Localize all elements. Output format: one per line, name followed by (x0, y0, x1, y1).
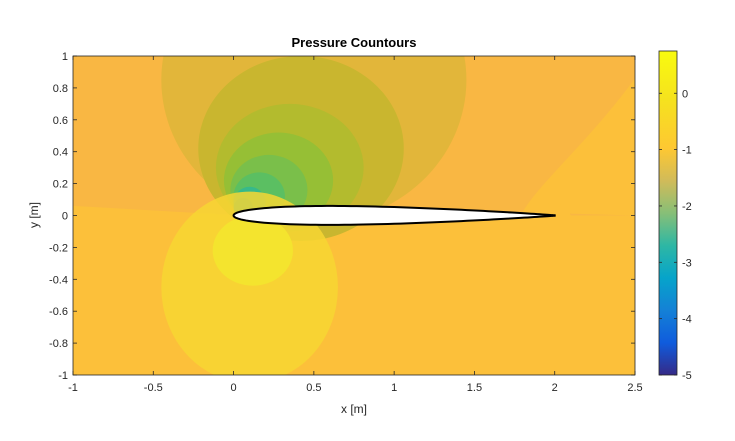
y-tick-label: 0.8 (53, 83, 68, 95)
y-tick-label: -0.6 (49, 306, 68, 318)
x-tick-label: -0.5 (144, 382, 163, 394)
x-tick-label: -1 (68, 382, 78, 394)
y-axis-label: y [m] (27, 202, 41, 228)
y-tick-label: -0.2 (49, 242, 68, 254)
x-tick-label: 2 (552, 382, 558, 394)
airfoil-shape (232, 204, 556, 226)
plot-area (73, 56, 635, 375)
x-tick-label: 1 (391, 382, 397, 394)
y-tick-label: 0 (62, 211, 68, 223)
x-tick-label: 0 (231, 382, 237, 394)
x-tick-label: 1.5 (467, 382, 482, 394)
y-tick-label: -0.4 (49, 274, 68, 286)
contour-band-trailing-edge (533, 202, 573, 245)
y-tick-label: -1 (58, 370, 68, 382)
colorbar-tick-label: -3 (682, 257, 692, 269)
y-tick-label: 0.2 (53, 179, 68, 191)
y-tick-label: -0.8 (49, 338, 68, 350)
colorbar-gradient (658, 50, 678, 376)
colorbar: 0 -1 -2 -3 -4 -5 (658, 50, 692, 382)
y-tick-label: 0.4 (53, 147, 68, 159)
x-tick-label: 0.5 (306, 382, 321, 394)
x-axis: -1 -0.5 0 0.5 1 1.5 2 2.5 (68, 56, 643, 394)
colorbar-tick-label: -5 (682, 370, 692, 382)
x-tick-label: 2.5 (627, 382, 642, 394)
colorbar-tick-label: -1 (682, 145, 692, 157)
colorbar-tick-label: 0 (682, 88, 688, 100)
x-axis-label: x [m] (341, 402, 367, 416)
colorbar-tick-label: -2 (682, 201, 692, 213)
y-tick-label: 0.6 (53, 115, 68, 127)
y-tick-label: 1 (62, 51, 68, 63)
y-axis: -1 -0.8 -0.6 -0.4 -0.2 0 0.2 0.4 0.6 0.8 1 (49, 51, 635, 382)
chart-title: Pressure Countours (292, 35, 417, 50)
colorbar-tick-label: -4 (682, 314, 692, 326)
contour-band-wake (522, 78, 635, 216)
contour-band-pressure-2 (230, 221, 263, 251)
